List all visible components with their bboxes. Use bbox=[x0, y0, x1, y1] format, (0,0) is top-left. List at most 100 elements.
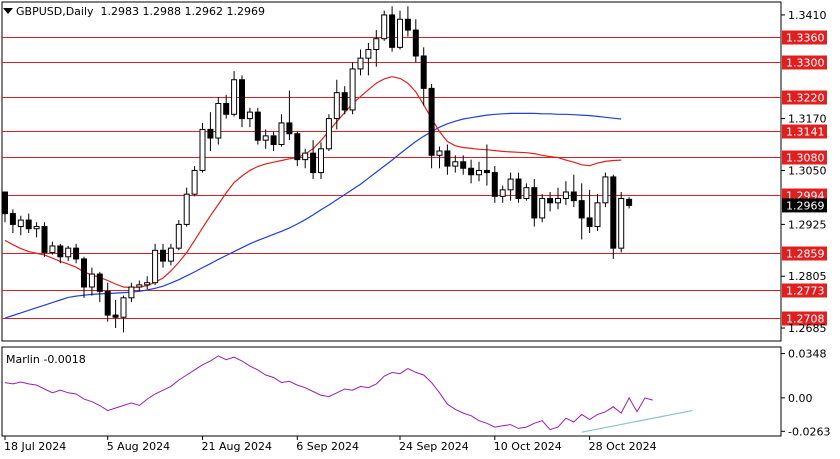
osc-tick-label: 0.0348 bbox=[788, 348, 827, 361]
candle bbox=[420, 47, 427, 106]
candle-body bbox=[602, 176, 609, 204]
candle bbox=[397, 10, 403, 50]
candle-body bbox=[49, 245, 56, 253]
candle-body bbox=[96, 273, 103, 292]
candle-body bbox=[594, 202, 601, 228]
oscillator-trendline bbox=[581, 409, 693, 433]
candle-body bbox=[404, 18, 411, 31]
candle-body bbox=[65, 247, 72, 258]
candle bbox=[404, 6, 411, 37]
symbol-label: GBPUSD,Daily bbox=[16, 5, 94, 18]
candle-body bbox=[9, 213, 16, 225]
candle bbox=[286, 90, 293, 141]
candle bbox=[341, 86, 348, 115]
candle bbox=[452, 155, 459, 173]
price-tick-label: 1.2685 bbox=[788, 322, 827, 335]
date-label: 10 Oct 2024 bbox=[494, 440, 562, 453]
candle bbox=[531, 179, 538, 227]
candle bbox=[436, 146, 443, 169]
candle-body bbox=[136, 284, 143, 288]
candle bbox=[120, 295, 127, 333]
indicator-pane-frame bbox=[1, 346, 782, 437]
candle bbox=[215, 97, 222, 145]
candle-body bbox=[310, 152, 317, 174]
candle-body bbox=[81, 258, 87, 288]
candle bbox=[310, 140, 317, 180]
level-badge bbox=[782, 124, 827, 139]
candle-body bbox=[626, 198, 633, 206]
candle-body bbox=[618, 197, 625, 249]
candle bbox=[128, 282, 135, 303]
candle-body bbox=[160, 249, 166, 262]
candle-body bbox=[523, 187, 530, 199]
indicator-name: Marlin bbox=[6, 353, 40, 366]
candle-body bbox=[365, 49, 372, 59]
candle bbox=[57, 243, 64, 264]
candle bbox=[373, 30, 380, 67]
candle bbox=[191, 166, 198, 197]
candle-body bbox=[207, 128, 214, 139]
candle bbox=[33, 222, 40, 238]
candle bbox=[239, 75, 245, 128]
indicator-header: Marlin -0.0018 bbox=[6, 353, 86, 366]
candle bbox=[523, 183, 530, 201]
candle-body bbox=[239, 79, 245, 120]
candle bbox=[570, 174, 577, 208]
candle bbox=[294, 131, 301, 167]
candle-body bbox=[389, 14, 396, 48]
candle-body bbox=[373, 38, 380, 51]
candle bbox=[302, 148, 309, 169]
oscillator-line bbox=[4, 355, 653, 431]
candle-body bbox=[278, 122, 285, 146]
candle-body bbox=[531, 187, 538, 219]
candle bbox=[152, 243, 159, 285]
candle bbox=[167, 243, 174, 266]
main-pane-frame bbox=[1, 1, 782, 342]
candle bbox=[112, 299, 119, 329]
candle bbox=[365, 43, 372, 76]
candle-body bbox=[302, 152, 309, 161]
candle-body bbox=[33, 226, 40, 230]
candle-body bbox=[318, 148, 324, 174]
candle bbox=[578, 183, 585, 240]
date-label: 28 Oct 2024 bbox=[589, 440, 657, 453]
candle-body bbox=[333, 92, 340, 120]
candle-body bbox=[2, 191, 8, 215]
candle-body bbox=[444, 150, 451, 167]
candle-body bbox=[562, 191, 569, 199]
candle bbox=[515, 172, 522, 203]
candle-body bbox=[175, 223, 182, 249]
level-badge bbox=[782, 246, 827, 261]
candle-body bbox=[570, 191, 577, 202]
candle-body bbox=[412, 29, 419, 57]
candle-body bbox=[452, 161, 459, 167]
candle-body bbox=[17, 219, 24, 228]
candle bbox=[270, 131, 277, 151]
candle-body bbox=[428, 87, 435, 156]
candle-body bbox=[41, 226, 48, 253]
candle bbox=[594, 194, 601, 231]
candle-body bbox=[199, 128, 206, 171]
candle bbox=[278, 114, 285, 147]
candle-body bbox=[547, 197, 554, 204]
candle bbox=[349, 62, 356, 115]
candle-body bbox=[381, 14, 388, 40]
ma-fast-line bbox=[4, 76, 622, 289]
chart-menu-icon[interactable] bbox=[3, 8, 13, 14]
candle-body bbox=[112, 314, 119, 318]
price-tick-label: 1.2925 bbox=[788, 218, 827, 231]
indicator-value: -0.0018 bbox=[43, 353, 86, 366]
candle bbox=[183, 187, 190, 227]
candle bbox=[428, 84, 435, 169]
candle-body bbox=[460, 161, 467, 169]
candle-body bbox=[183, 193, 190, 225]
candle bbox=[547, 192, 554, 212]
candle bbox=[412, 19, 419, 63]
candle-body bbox=[223, 102, 230, 115]
candle bbox=[254, 107, 261, 145]
candle-body bbox=[152, 249, 159, 284]
candle bbox=[223, 94, 230, 119]
candle-body bbox=[73, 247, 80, 260]
price-tick-label: 1.3050 bbox=[788, 164, 827, 177]
